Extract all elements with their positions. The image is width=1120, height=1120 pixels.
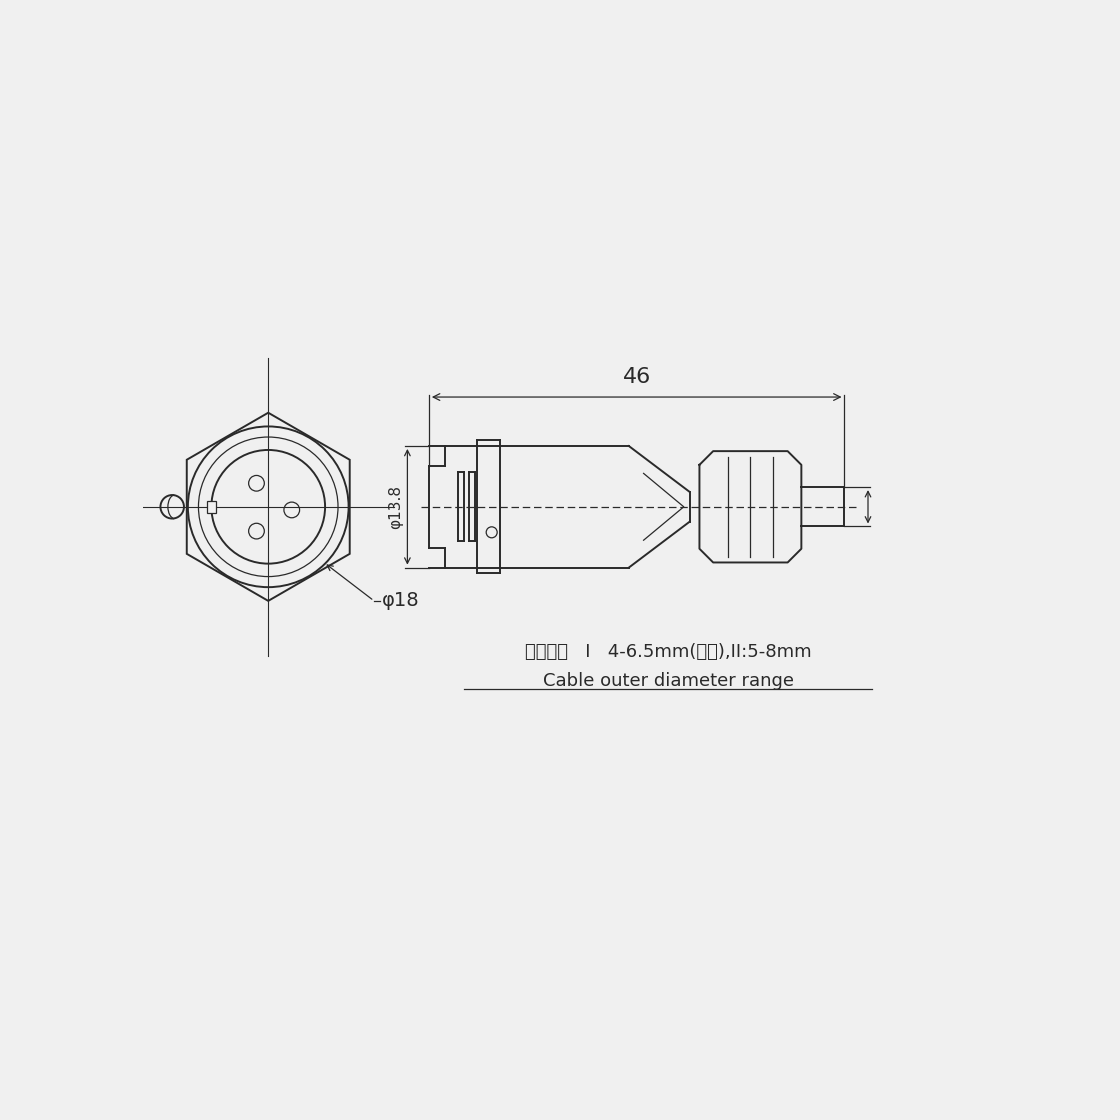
Bar [207, 501, 216, 513]
Text: φ13.8: φ13.8 [389, 485, 403, 529]
Text: 电缆直径   I   4-6.5mm(不标),II:5-8mm: 电缆直径 I 4-6.5mm(不标),II:5-8mm [525, 643, 811, 661]
Text: φ18: φ18 [382, 591, 420, 610]
Text: 46: 46 [623, 367, 651, 388]
Text: Cable outer diameter range: Cable outer diameter range [542, 672, 794, 690]
